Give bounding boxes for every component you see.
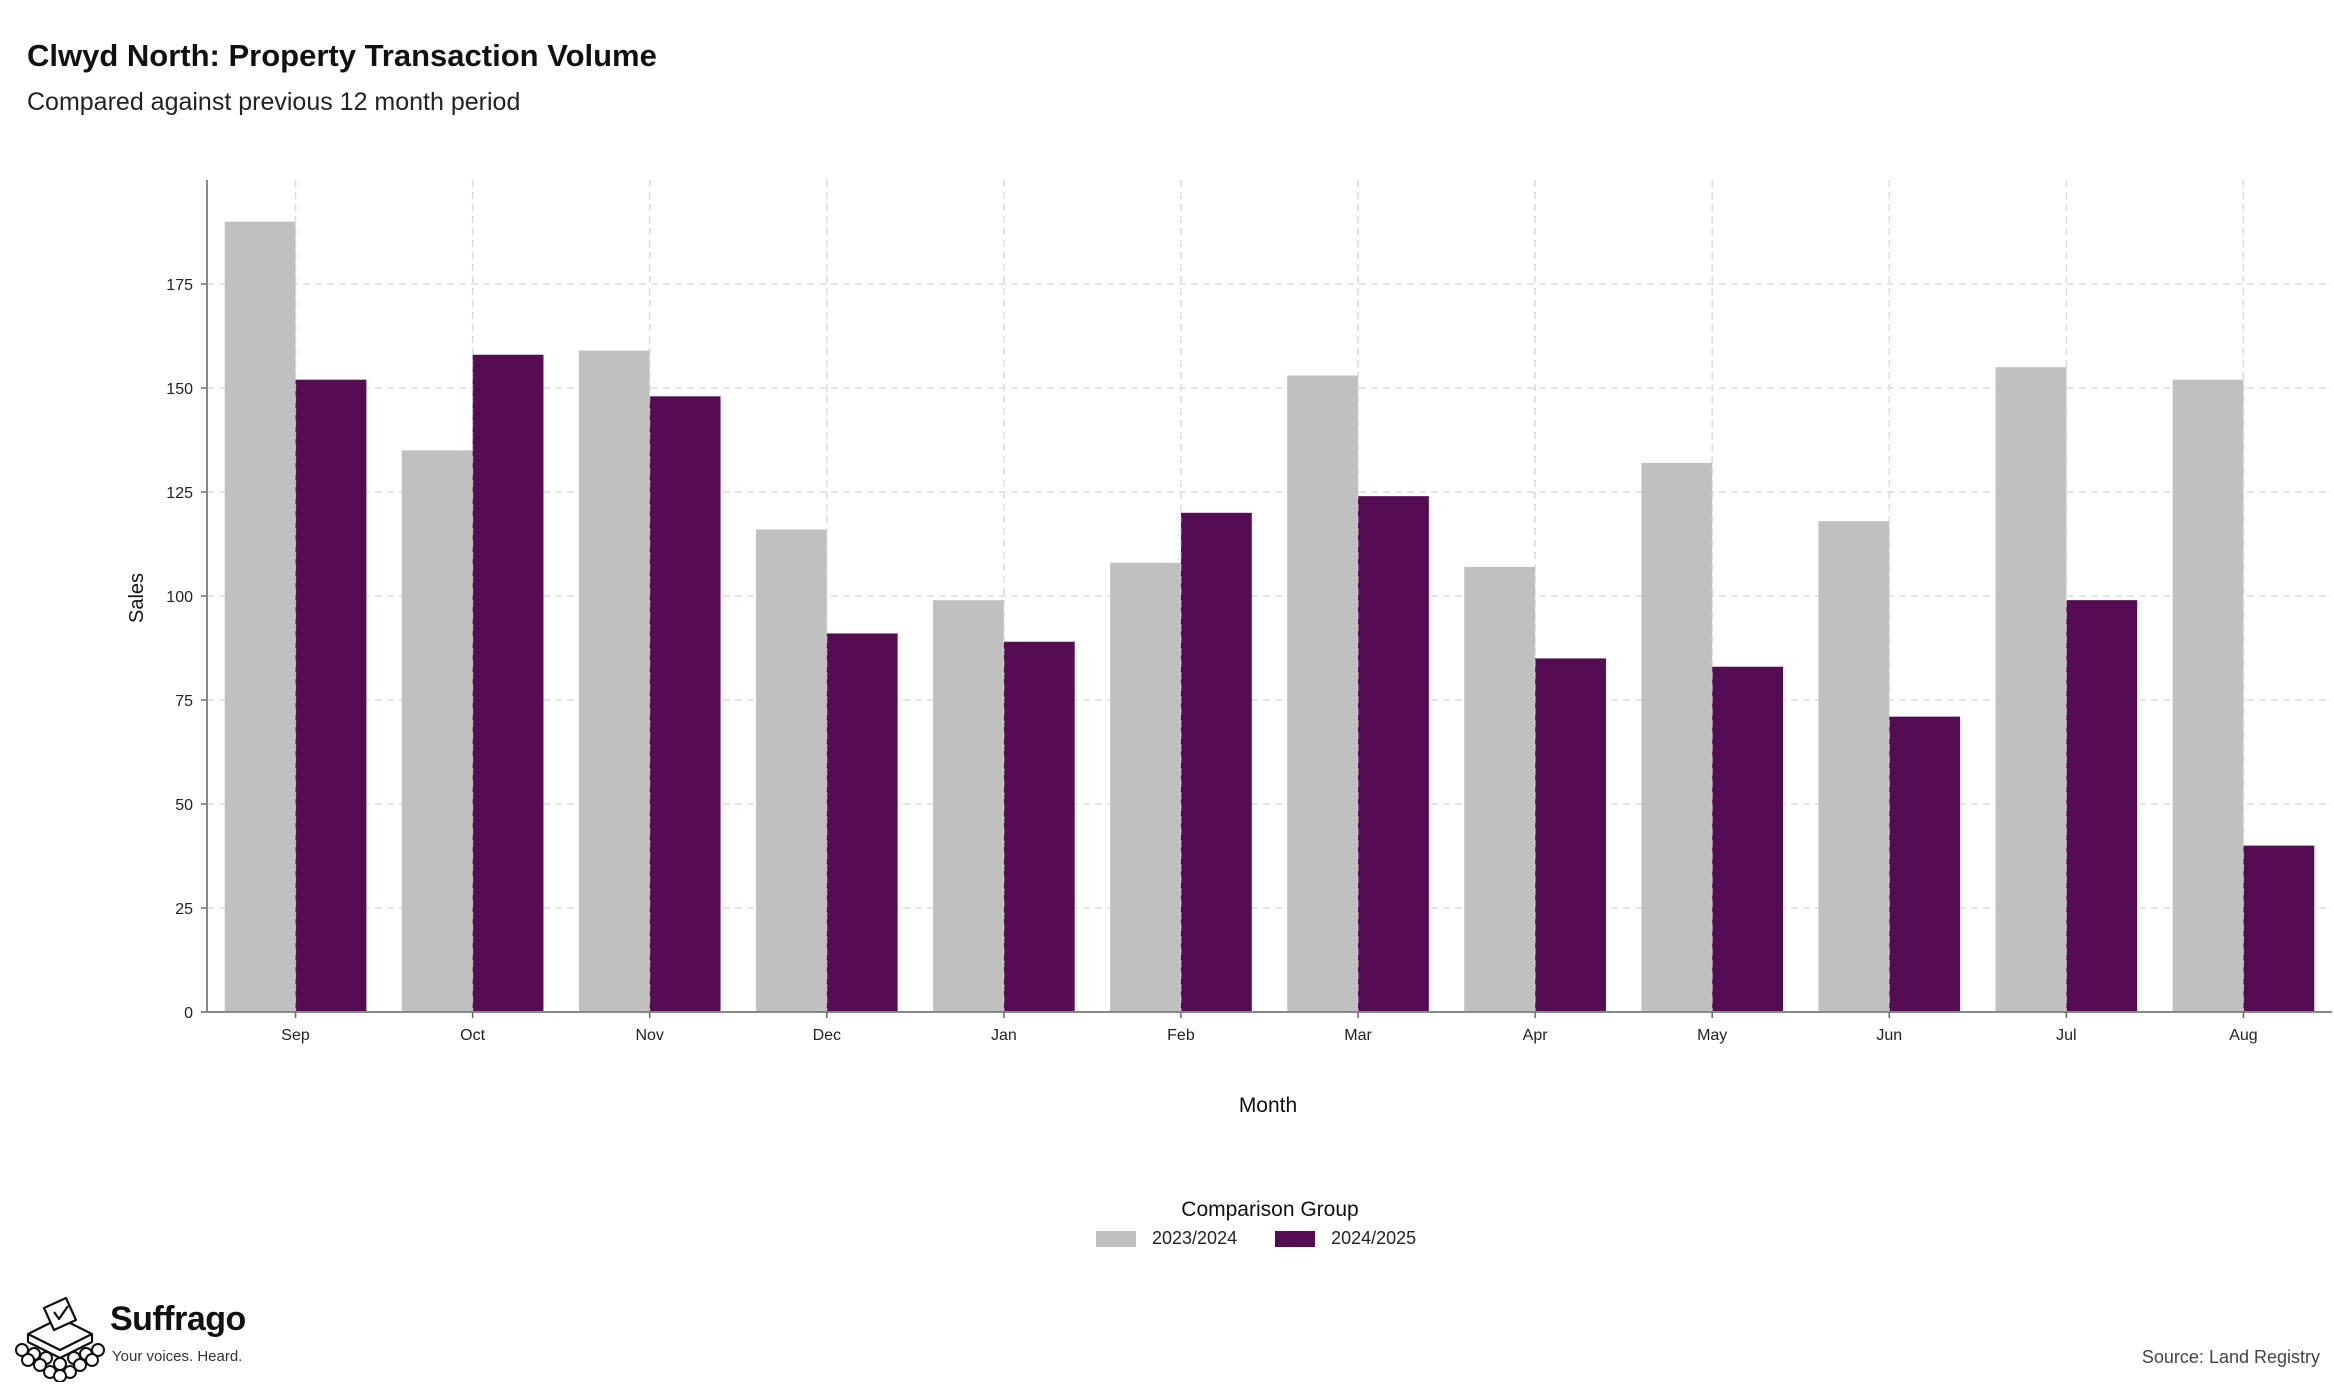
bar-2024-2025-oct	[472, 354, 544, 1013]
x-tick-label: Jan	[991, 1027, 1017, 1044]
bar-2024-2025-mar	[1358, 496, 1429, 1012]
bars	[224, 180, 2315, 1013]
legend-swatch	[1096, 1230, 1136, 1247]
bar-2024-2025-sep	[295, 379, 367, 1012]
axes: 0 25 50 75 100 125 150 175 Sep Oct Nov Dec Jan Feb Mar…	[166, 180, 2332, 1044]
brand-name: Suffrago	[110, 1300, 246, 1338]
bar-2024-2025-apr	[1535, 658, 1606, 1012]
chart-title: Clwyd North: Property Transaction Volume	[27, 38, 657, 73]
bar-2023-2024-jun	[1818, 521, 1890, 1012]
y-tick-label: 175	[166, 277, 193, 294]
y-axis-label: Sales	[126, 573, 148, 623]
legend-item-2023-2024: 2023/2024	[1096, 1228, 1237, 1249]
legend-swatch	[1275, 1230, 1316, 1247]
y-tick-label: 75	[175, 693, 193, 710]
ballot-box-icon	[15, 1296, 105, 1382]
x-tick-label: May	[1697, 1027, 1727, 1044]
x-axis-label: Month	[1239, 1094, 1297, 1117]
bar-2024-2025-nov	[649, 396, 721, 1012]
y-tick-label: 0	[184, 1005, 193, 1022]
x-tick-label: Nov	[635, 1027, 663, 1044]
x-tick-label: Sep	[281, 1027, 310, 1044]
bar-2023-2024-nov	[578, 350, 650, 1012]
legend-label: 2024/2025	[1331, 1228, 1417, 1248]
bar-2023-2024-dec	[755, 529, 827, 1012]
x-tick-label: Aug	[2229, 1027, 2257, 1044]
x-tick-label: Jun	[1876, 1027, 1902, 1044]
legend-item-2024-2025: 2024/2025	[1275, 1228, 1416, 1249]
y-tick-label: 50	[175, 797, 193, 814]
y-tick-label: 25	[175, 901, 193, 918]
legend-label: 2023/2024	[1152, 1228, 1238, 1248]
bar-2023-2024-apr	[1464, 566, 1536, 1012]
bar-2023-2024-jan	[933, 600, 1004, 1012]
bar-2023-2024-jul	[1995, 367, 2067, 1012]
x-tick-label: Oct	[460, 1027, 485, 1044]
bar-2024-2025-jan	[1003, 641, 1075, 1012]
source-note: Source: Land Registry	[2141, 1347, 2320, 1367]
bar-2023-2024-feb	[1110, 562, 1181, 1012]
bar-2024-2025-dec	[826, 633, 898, 1012]
y-tick-label: 100	[166, 589, 193, 606]
bar-2023-2024-may	[1641, 462, 1713, 1012]
bar-2023-2024-aug	[2172, 379, 2244, 1012]
bar-2024-2025-may	[1712, 666, 1784, 1012]
x-tick-label: Jul	[2056, 1027, 2076, 1044]
legend-title: Comparison Group	[1181, 1198, 1359, 1221]
x-tick-label: Feb	[1167, 1027, 1195, 1044]
bar-2023-2024-mar	[1287, 375, 1359, 1012]
y-tick-label: 150	[166, 381, 193, 398]
bar-2024-2025-jun	[1889, 716, 1961, 1012]
y-tick-label: 125	[166, 485, 193, 502]
bar-2023-2024-oct	[401, 450, 473, 1012]
x-tick-label: Dec	[813, 1027, 841, 1044]
chart-subtitle: Compared against previous 12 month perio…	[27, 88, 521, 116]
bar-2024-2025-feb	[1180, 512, 1252, 1012]
brand-tagline: Your voices. Heard.	[112, 1348, 243, 1365]
x-tick-label: Mar	[1344, 1027, 1372, 1044]
legend-items: 2023/2024 2024/2025	[1096, 1228, 1454, 1249]
bar-2023-2024-sep	[224, 221, 296, 1013]
bar-2024-2025-aug	[2243, 845, 2315, 1012]
bar-2024-2025-jul	[2066, 600, 2138, 1012]
x-tick-label: Apr	[1523, 1027, 1549, 1044]
